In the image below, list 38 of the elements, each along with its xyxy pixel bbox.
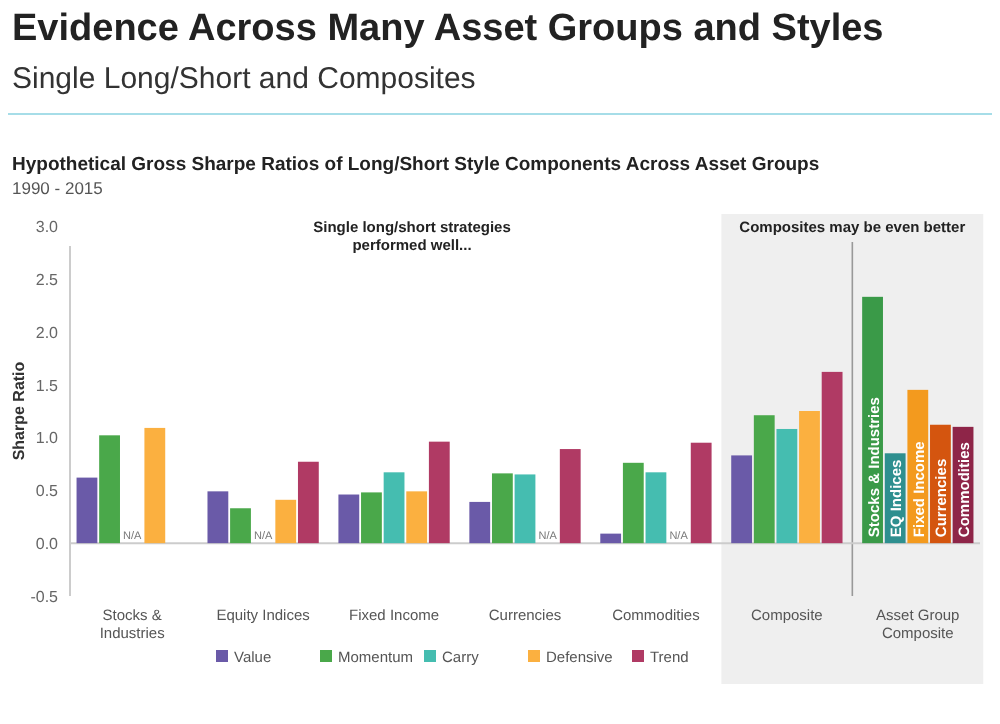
bar: [207, 491, 229, 544]
y-axis-title: Sharpe Ratio: [10, 361, 28, 461]
y-tick-label: 2.0: [35, 323, 60, 342]
bar: [469, 501, 491, 544]
chart-title: Evidence Across Many Asset Groups and Styles: [12, 8, 884, 50]
y-tick-label: 1.5: [35, 376, 60, 395]
y-tick-label: -0.5: [30, 588, 60, 606]
bar: [275, 499, 297, 544]
bar: [600, 533, 622, 544]
bar: [297, 461, 319, 544]
bar: [361, 492, 382, 544]
bar: [428, 441, 450, 544]
bar: [731, 455, 753, 544]
y-tick-label: 0.5: [35, 482, 60, 501]
chart-subtitle: Single Long/Short and Composites: [12, 62, 476, 96]
bar: [76, 477, 98, 544]
bar: [144, 427, 166, 544]
y-tick-label: 2.5: [35, 270, 60, 289]
bar: [622, 462, 644, 544]
text: 1990 - 2015: [12, 178, 104, 198]
bar: [338, 494, 360, 544]
bar: [383, 472, 405, 544]
bar: [99, 435, 120, 544]
bar: [559, 449, 581, 544]
bar: [491, 473, 513, 544]
bar: [645, 472, 667, 544]
bar: [753, 415, 775, 544]
bar: [799, 411, 820, 544]
bar: [776, 428, 798, 544]
bar: [690, 442, 712, 544]
bar: [230, 508, 251, 544]
bar: [514, 474, 536, 544]
bar: [406, 491, 428, 544]
y-tick-label: 0.0: [35, 535, 60, 554]
bar: [821, 371, 843, 544]
y-tick-label: 3.0: [35, 218, 60, 236]
text: Hypothetical Gross Sharpe Ratios of Long/Short Style Components Across Asset Groups: [12, 154, 820, 176]
y-tick-label: 1.0: [35, 429, 60, 448]
